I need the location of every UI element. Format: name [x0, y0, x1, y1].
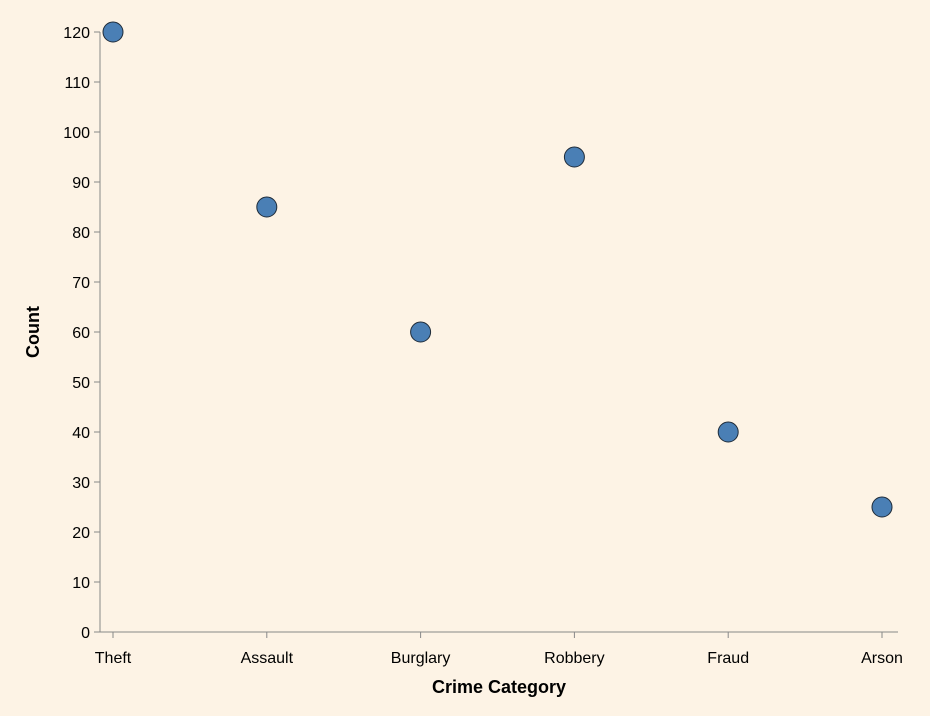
y-tick-label: 0 — [81, 625, 90, 642]
data-point-theft[interactable] — [102, 21, 124, 43]
y-axis-title: Count — [23, 306, 43, 358]
x-tick-label: Assault — [241, 650, 294, 667]
x-tick-label: Fraud — [707, 650, 749, 667]
x-axis: Theft Assault Burglary Robbery Fraud Arson — [95, 631, 903, 667]
data-point-robbery[interactable] — [563, 146, 585, 168]
y-tick-label: 20 — [72, 525, 90, 542]
y-tick-label: 10 — [72, 575, 90, 592]
data-point-assault[interactable] — [256, 196, 278, 218]
y-tick-label: 120 — [63, 25, 90, 42]
x-tick-label: Theft — [95, 650, 132, 667]
y-tick-label: 60 — [72, 325, 90, 342]
y-tick-label: 100 — [63, 125, 90, 142]
y-tick-label: 90 — [72, 175, 90, 192]
x-tick-label: Burglary — [391, 650, 451, 667]
data-point-arson[interactable] — [871, 496, 893, 518]
y-tick-label: 80 — [72, 225, 90, 242]
x-axis-title: Crime Category — [432, 677, 566, 697]
y-tick-label: 30 — [72, 475, 90, 492]
y-axis: 0 10 20 30 40 50 60 70 80 90 100 110 120 — [63, 25, 101, 642]
y-tick-label: 50 — [72, 375, 90, 392]
x-tick-label: Robbery — [544, 650, 604, 667]
y-tick-label: 110 — [64, 75, 90, 92]
data-point-burglary[interactable] — [410, 321, 432, 343]
data-points — [102, 21, 893, 518]
x-tick-label: Arson — [861, 650, 903, 667]
y-tick-label: 70 — [72, 275, 90, 292]
data-point-fraud[interactable] — [717, 421, 739, 443]
y-tick-label: 40 — [72, 425, 90, 442]
